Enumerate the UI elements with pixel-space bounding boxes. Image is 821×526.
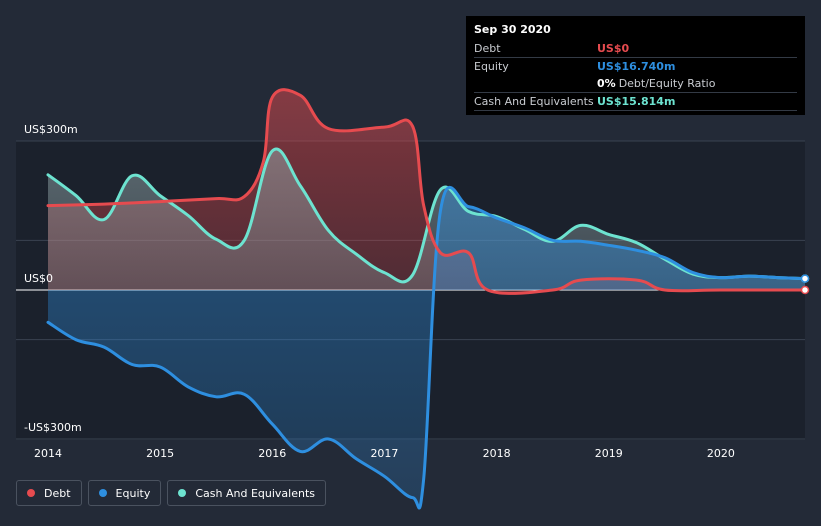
chart-legend: Debt Equity Cash And Equivalents <box>16 480 326 506</box>
x-tick-label: 2020 <box>707 447 735 460</box>
x-tick-label: 2019 <box>595 447 623 460</box>
tooltip-ratio-value: 0% <box>597 77 616 90</box>
line-debt <box>46 88 807 295</box>
legend-dot-equity-icon <box>98 489 107 497</box>
x-tick-label: 2015 <box>146 447 174 460</box>
end-marker-debt <box>800 285 810 295</box>
end-marker-equity <box>800 274 810 283</box>
tooltip-cash-label: Cash And Equivalents <box>474 95 594 108</box>
legend-dot-cash-icon <box>178 489 187 497</box>
legend-item-cash[interactable]: Cash And Equivalents <box>167 480 326 506</box>
y-tick-label: US$300m <box>24 123 78 136</box>
tooltip-equity-value: US$16.740m <box>597 60 676 73</box>
x-tick-label: 2018 <box>483 447 511 460</box>
area-equity <box>48 187 805 509</box>
tooltip-row-cash: Cash And Equivalents US$15.814m <box>474 93 797 111</box>
x-tick-label: 2016 <box>258 447 286 460</box>
legend-item-debt[interactable]: Debt <box>16 480 82 506</box>
tooltip-debt-label: Debt <box>474 42 501 55</box>
tooltip-equity-label: Equity <box>474 60 509 73</box>
tooltip-row-debt: Debt US$0 <box>474 40 797 58</box>
tooltip-ratio-label: Debt/Equity Ratio <box>618 77 716 90</box>
tooltip-debt-value: US$0 <box>597 42 630 55</box>
axis-labels: US$300m US$0 -US$300m 2014 2015 2016 2017 2018 2… <box>24 123 735 460</box>
y-tick-label: -US$300m <box>24 421 82 434</box>
legend-label-cash: Cash And Equivalents <box>195 486 315 500</box>
x-tick-label: 2017 <box>370 447 398 460</box>
series-lines <box>46 88 807 510</box>
data-tooltip: Sep 30 2020 Debt US$0 Equity US$16.740m … <box>466 16 805 115</box>
legend-item-equity[interactable]: Equity <box>87 480 162 506</box>
y-tick-label: US$0 <box>24 272 53 285</box>
tooltip-row-ratio: 0% Debt/Equity Ratio <box>474 75 797 93</box>
legend-label-debt: Debt <box>44 486 71 500</box>
tooltip-row-equity: Equity US$16.740m <box>474 58 797 75</box>
line-cash <box>46 147 807 284</box>
tooltip-cash-value: US$15.814m <box>597 95 676 108</box>
line-equity <box>46 185 807 510</box>
legend-dot-debt-icon <box>27 489 35 497</box>
tooltip-date: Sep 30 2020 <box>474 23 551 36</box>
legend-label-equity: Equity <box>115 486 151 500</box>
area-debt <box>48 89 805 294</box>
x-tick-label: 2014 <box>34 447 62 460</box>
end-markers <box>800 274 810 295</box>
series-areas <box>48 89 805 509</box>
